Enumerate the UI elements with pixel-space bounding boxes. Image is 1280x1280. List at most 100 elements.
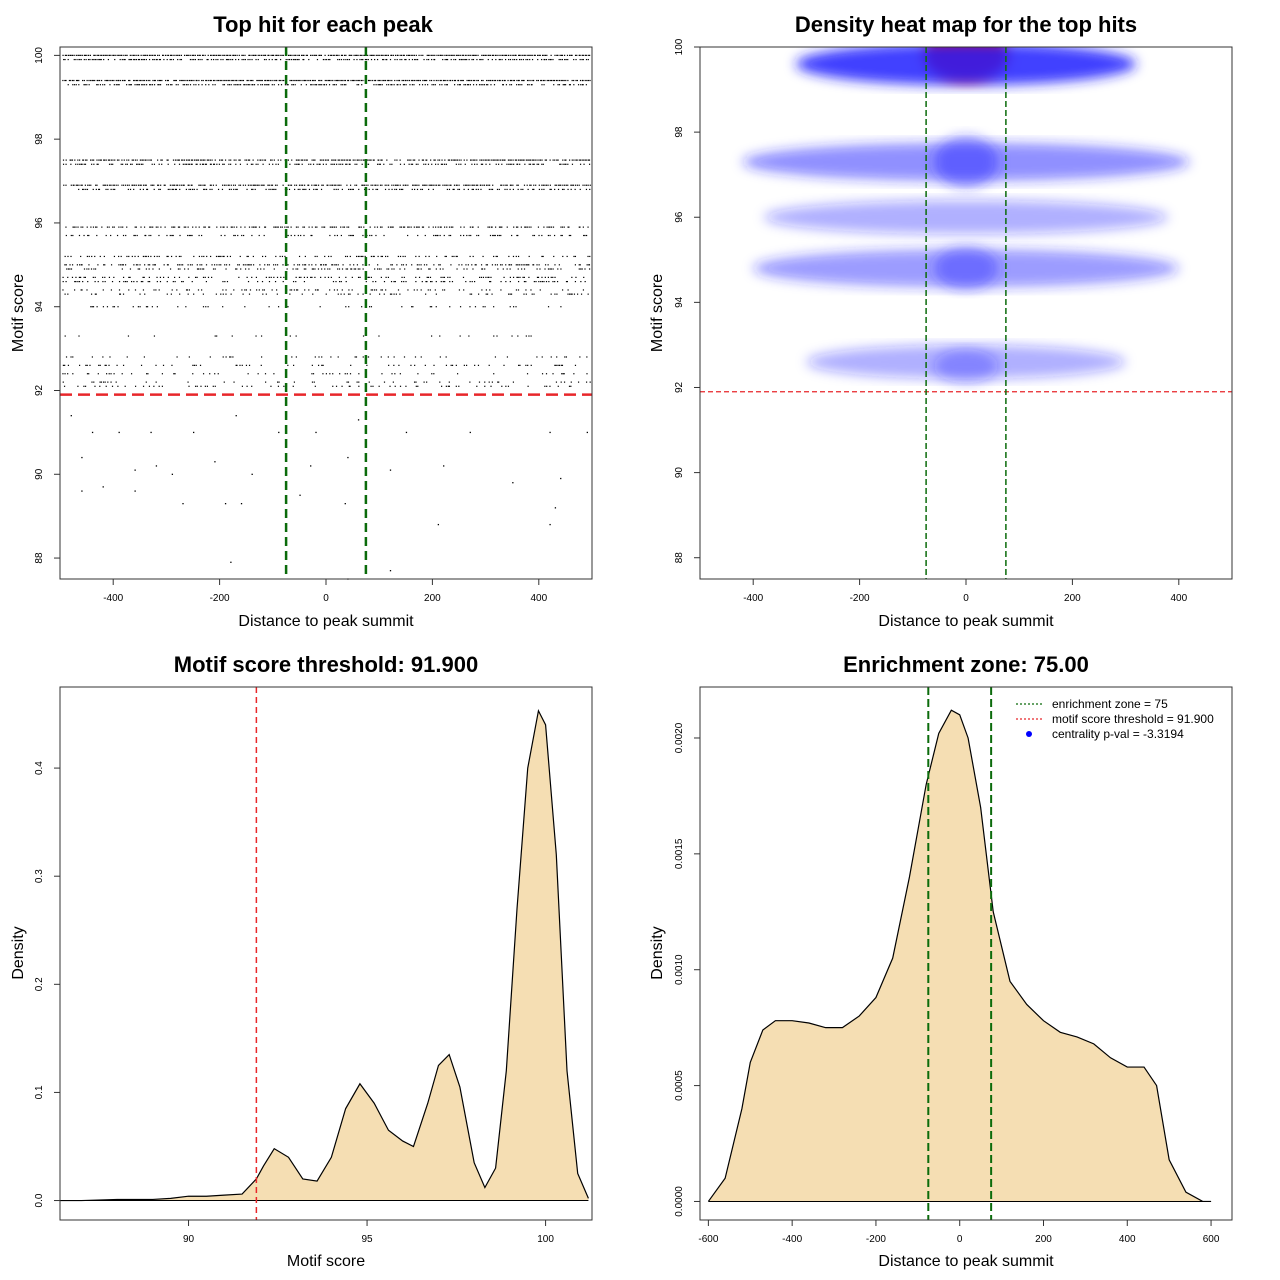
scatter-point [204,385,206,387]
scatter-point [386,58,388,61]
scatter-point [418,276,421,278]
scatter-point [243,234,245,237]
scatter-point [393,356,395,358]
scatter-point [170,54,172,56]
scatter-point [460,226,462,228]
scatter-point [392,381,394,383]
scatter-point [204,226,206,228]
scatter-point [206,385,209,387]
scatter-point [496,188,499,191]
scatter-point [80,264,82,266]
scatter-point [411,163,414,165]
scatter-point [203,255,205,258]
scatter-point [364,255,366,258]
scatter-point [523,184,526,186]
scatter-point [264,226,266,228]
scatter-point [266,264,269,266]
scatter-point [489,163,491,165]
scatter-point [271,159,273,161]
scatter-point [329,234,331,237]
scatter-point [417,234,419,237]
scatter-point [391,79,393,82]
scatter-point [518,54,521,56]
scatter-point [291,159,293,161]
scatter-point [192,54,194,56]
scatter-point [399,373,401,375]
scatter-point [402,79,405,82]
scatter-point [438,264,440,266]
scatter-point [495,255,497,258]
scatter-point [66,54,68,56]
scatter-point [427,54,430,56]
scatter-point [304,255,306,258]
scatter-point [304,264,307,266]
scatter-point [128,58,130,61]
scatter-point [249,84,251,86]
y-axis-label: Motif score [10,274,27,352]
scatter-point [463,84,465,86]
scatter-point [290,54,292,56]
scatter-point [444,184,446,186]
scatter-point [512,79,514,82]
scatter-point [223,163,225,165]
scatter-point [69,268,71,270]
scatter-point [159,84,162,86]
scatter-point [89,364,91,366]
scatter-point [532,188,534,191]
scatter-point [117,84,119,86]
scatter-point [172,280,174,283]
scatter-point [137,255,139,258]
scatter-point [475,54,477,56]
scatter-point [581,58,583,61]
scatter-point [505,280,507,283]
scatter-point [467,264,469,266]
scatter-point [537,79,539,82]
scatter-point [253,184,255,186]
scatter-point [214,268,216,270]
scatter-point [372,255,374,258]
scatter-point [201,84,203,86]
scatter-point [83,268,86,270]
scatter-point [309,79,312,82]
scatter-point [184,268,186,270]
scatter-point [124,264,127,266]
scatter-point [351,54,353,56]
scatter-point [287,184,289,186]
scatter-point [446,58,449,61]
scatter-point [102,84,104,86]
scatter-point [380,276,382,278]
scatter-point [327,159,330,161]
scatter-point [436,234,438,237]
scatter-point [444,84,446,86]
scatter-point [197,58,200,61]
scatter-point [476,79,478,82]
scatter-point [275,54,277,56]
scatter-point [525,364,527,366]
scatter-point [84,84,86,86]
scatter-point [466,184,468,186]
scatter-point [179,293,181,295]
scatter-point [158,268,160,270]
scatter-point [518,79,520,82]
scatter-point [86,84,88,86]
scatter-point [188,184,190,186]
scatter-point [432,184,434,186]
scatter-point [535,184,537,186]
scatter-point [129,79,131,82]
scatter-point [193,159,196,161]
scatter-point [547,234,549,237]
scatter-point [235,79,237,82]
scatter-point [297,159,299,161]
scatter-point [487,159,489,161]
scatter-point [153,184,155,186]
scatter-point [420,188,422,191]
scatter-point [277,226,279,228]
scatter-point [319,306,321,308]
scatter-point [542,79,545,82]
scatter-point [191,188,194,191]
scatter-point [169,268,172,270]
scatter-point [321,184,323,186]
scatter-point [290,58,292,61]
scatter-point [519,159,521,161]
scatter-point [122,364,125,366]
